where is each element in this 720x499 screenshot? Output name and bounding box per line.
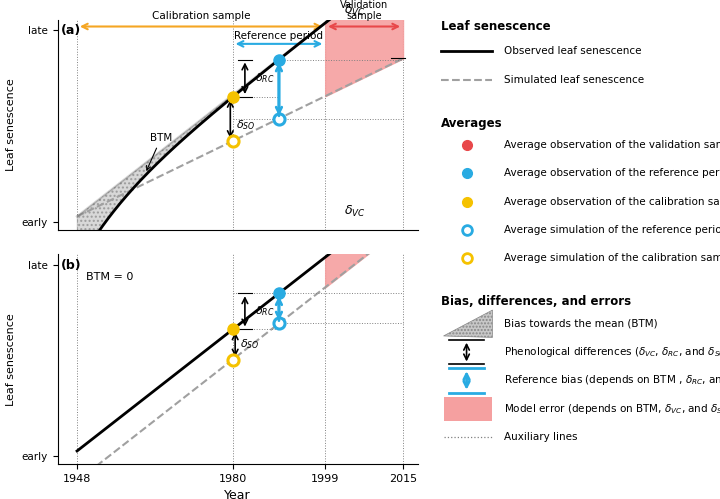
Text: Bias, differences, and errors: Bias, differences, and errors [441, 295, 631, 308]
Y-axis label: Leaf senescence: Leaf senescence [6, 313, 16, 406]
Text: BTM = 0: BTM = 0 [86, 271, 134, 281]
Text: (a): (a) [61, 24, 81, 37]
Text: Observed leaf senescence: Observed leaf senescence [504, 46, 642, 56]
Text: Phenological differences ($\delta_{VC}$, $\delta_{RC}$, and $\delta_{SO}$): Phenological differences ($\delta_{VC}$,… [504, 345, 720, 359]
Text: Bias towards the mean (BTM): Bias towards the mean (BTM) [504, 319, 657, 329]
Text: $\delta_{VC}$: $\delta_{VC}$ [343, 204, 365, 219]
Text: Leaf senescence: Leaf senescence [441, 19, 550, 32]
Text: Auxiliary lines: Auxiliary lines [504, 432, 577, 442]
Text: Average observation of the validation sample: Average observation of the validation sa… [504, 140, 720, 150]
Text: Simulated leaf senescence: Simulated leaf senescence [504, 75, 644, 85]
Y-axis label: Leaf senescence: Leaf senescence [6, 78, 16, 171]
Text: Reference bias (depends on BTM , $\delta_{RC}$, and $\delta_{SO}$): Reference bias (depends on BTM , $\delta… [504, 373, 720, 387]
Text: Average observation of the calibration sample: Average observation of the calibration s… [504, 197, 720, 207]
Text: Validation
sample: Validation sample [340, 0, 388, 21]
Text: $\delta_{SO}$: $\delta_{SO}$ [236, 119, 256, 132]
Text: Model error (depends on BTM, $\delta_{VC}$, and $\delta_{SO}$): Model error (depends on BTM, $\delta_{VC… [504, 402, 720, 416]
Text: $\delta_{RC}$: $\delta_{RC}$ [255, 304, 274, 318]
Text: Calibration sample: Calibration sample [152, 11, 251, 21]
Text: Average observation of the reference period: Average observation of the reference per… [504, 168, 720, 179]
Text: Reference period: Reference period [235, 31, 323, 41]
Text: (b): (b) [61, 258, 82, 271]
Polygon shape [444, 310, 492, 337]
Text: Average simulation of the reference period: Average simulation of the reference peri… [504, 225, 720, 235]
Text: $\delta_{SO}$: $\delta_{SO}$ [240, 338, 260, 351]
X-axis label: Year: Year [225, 490, 251, 499]
Text: Averages: Averages [441, 117, 503, 130]
Text: $\delta_{VC}$: $\delta_{VC}$ [343, 2, 365, 18]
Text: $\delta_{RC}$: $\delta_{RC}$ [255, 71, 274, 85]
Bar [444, 397, 492, 421]
Text: BTM: BTM [147, 133, 172, 170]
Text: Average simulation of the calibration sample: Average simulation of the calibration sa… [504, 253, 720, 263]
